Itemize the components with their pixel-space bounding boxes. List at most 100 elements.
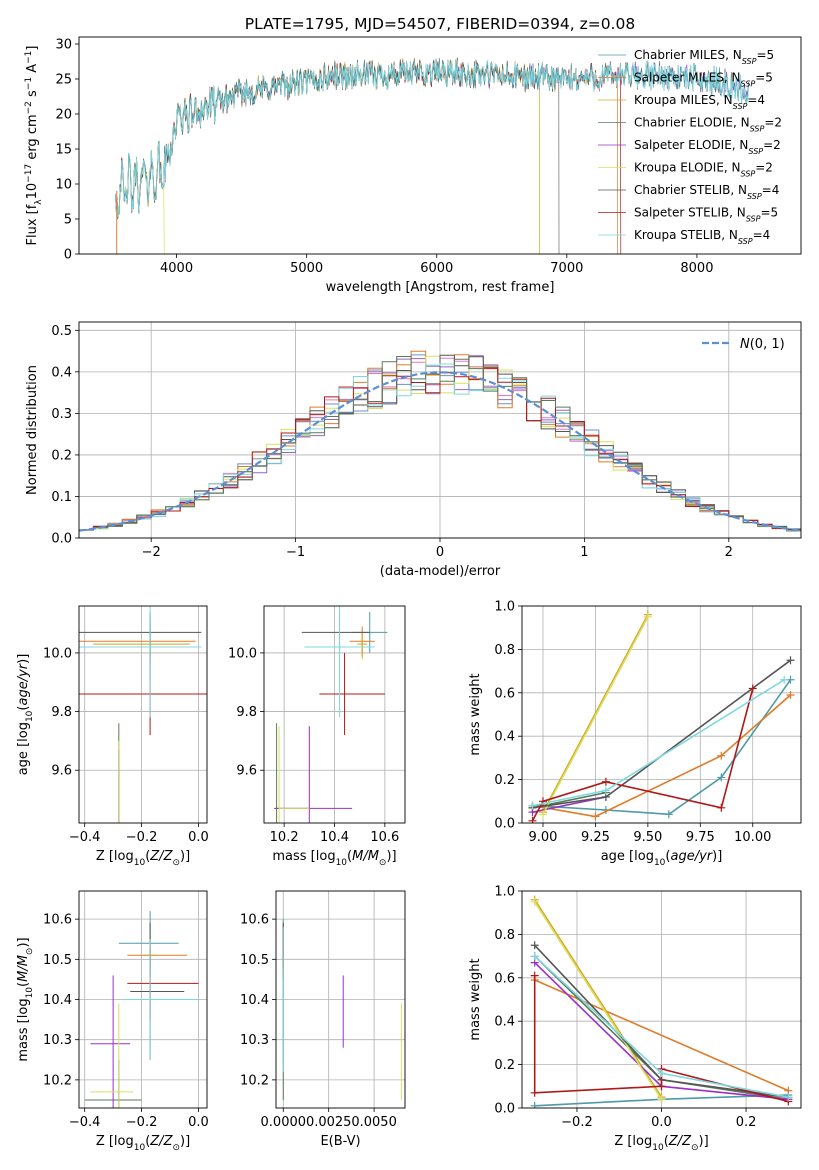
axes-frame xyxy=(275,890,406,1109)
y-tick-label: 15 xyxy=(55,143,72,158)
y-axis-label: mass [log10(M/M⊙)] xyxy=(16,937,35,1061)
plot-area xyxy=(115,57,749,254)
y-tick-label: 0.4 xyxy=(494,1015,515,1030)
axes-frame xyxy=(263,605,406,824)
y-tick-label: 0.4 xyxy=(494,730,515,745)
weight-series-line xyxy=(532,694,792,818)
x-tick-label: −0.4 xyxy=(69,1115,101,1130)
y-tick-label: 9.8 xyxy=(51,705,72,720)
y-tick-label: 0.3 xyxy=(51,407,72,422)
y-tick-label: 0.4 xyxy=(51,365,72,380)
y-tick-label: 0.6 xyxy=(494,686,515,701)
weight-point-marker xyxy=(530,941,539,950)
weight-point-marker xyxy=(530,897,539,906)
legend-label: Salpeter MILES, NSSP=5 xyxy=(634,71,773,89)
weight-point-marker xyxy=(657,1069,666,1078)
x-tick-label: 8000 xyxy=(680,261,713,276)
x-tick-label: 4000 xyxy=(160,261,193,276)
legend-label: Kroupa ELODIE, NSSP=2 xyxy=(634,161,773,179)
plot-area xyxy=(530,895,793,1108)
y-tick-label: 0.5 xyxy=(51,324,72,339)
weight-series-line xyxy=(534,901,663,1100)
weight-vs-metallicity-panel: −0.2 0.0 0.2 0.0 0.2 0.4 0.6 0.8 1.0 Z [log10(Z/Z… xyxy=(468,885,802,1153)
weight-point-marker xyxy=(664,810,673,819)
plot-area xyxy=(79,606,207,823)
y-tick-label: 10.0 xyxy=(228,646,257,661)
weight-point-marker xyxy=(643,612,652,621)
weight-point-marker xyxy=(748,684,757,693)
plot-area xyxy=(274,606,388,823)
y-tick-label: 10.5 xyxy=(240,953,269,968)
weight-point-marker xyxy=(717,751,726,760)
weight-point-marker xyxy=(657,1082,666,1091)
y-tick-label: 1.0 xyxy=(494,600,515,615)
spectrum-panel: 4000 5000 6000 7000 8000 0 5 10 15 20 25 30 Chabrier… xyxy=(24,36,802,295)
x-axis-label: Z [log10(Z/Z⊙)] xyxy=(614,1134,708,1153)
x-tick-label: 0.0025 xyxy=(306,1115,352,1130)
axes-frame xyxy=(78,321,802,539)
plot-area xyxy=(79,350,801,538)
y-tick-label: 0.0 xyxy=(494,1102,515,1117)
axes-frame xyxy=(78,36,802,255)
y-tick-label: 10.6 xyxy=(43,913,72,928)
weight-point-marker xyxy=(530,971,539,980)
weight-vs-age-panel: 9.00 9.25 9.50 9.75 10.00 0.0 0.2 0.4 0.6 0.8 1.0 a… xyxy=(468,600,802,868)
x-tick-label: 0.0050 xyxy=(351,1115,397,1130)
x-tick-label: −2 xyxy=(142,545,161,560)
x-axis-label: mass [log10(M/M⊙)] xyxy=(272,849,396,868)
x-tick-label: 6000 xyxy=(420,261,453,276)
legend-label: Salpeter STELIB, NSSP=5 xyxy=(634,206,778,224)
x-tick-label: 0.0000 xyxy=(261,1115,307,1130)
spectrum-series-line xyxy=(115,58,749,217)
legend-label: Chabrier STELIB, NSSP=4 xyxy=(634,183,779,201)
spectrum-series-line xyxy=(115,57,618,254)
y-tick-label: 1.0 xyxy=(494,885,515,900)
legend-label: N(0, 1) xyxy=(740,337,785,352)
weight-point-marker xyxy=(530,1088,539,1097)
weight-point-marker xyxy=(717,773,726,782)
x-tick-label: −0.4 xyxy=(69,830,101,845)
y-tick-label: 0.2 xyxy=(494,773,515,788)
x-tick-label: 10.4 xyxy=(320,830,349,845)
x-tick-label: 10.00 xyxy=(734,830,771,845)
weight-series-line xyxy=(542,616,649,815)
y-axis-label: Flux [fλ10−17 erg cm−2 s−1 A−1] xyxy=(24,46,44,246)
x-tick-label: −0.2 xyxy=(126,1115,158,1130)
x-tick-label: 9.75 xyxy=(686,830,715,845)
y-axis-label: mass weight xyxy=(468,673,483,755)
mass-vs-metallicity-panel: −0.4 −0.2 0.0 10.2 10.3 10.4 10.5 10.6 Z [log10(… xyxy=(16,890,209,1153)
y-tick-label: 0.6 xyxy=(494,971,515,986)
x-axis-label: Z [log10(Z/Z⊙)] xyxy=(96,1134,190,1153)
y-tick-label: 25 xyxy=(55,73,72,88)
x-axis-label: E(B-V) xyxy=(320,1134,360,1149)
y-tick-label: 9.6 xyxy=(51,764,72,779)
x-axis-label: wavelength [Angstrom, rest frame] xyxy=(326,280,555,295)
histogram-series xyxy=(79,356,801,538)
y-tick-label: 10.3 xyxy=(240,1033,269,1048)
weight-point-marker xyxy=(784,1093,793,1102)
weight-point-marker xyxy=(538,810,547,819)
residuals-panel: −2 −1 0 1 2 0.0 0.1 0.2 0.3 0.4 0.5 N(0, 1) (data-mo… xyxy=(25,321,802,579)
y-axis-label: age [log10(age/yr)] xyxy=(16,654,35,776)
age-vs-mass-panel: 10.2 10.4 10.6 9.6 9.8 10.0 mass [log10(M/M⊙)] xyxy=(228,605,406,868)
weight-point-marker xyxy=(717,803,726,812)
figure-title: PLATE=1795, MJD=54507, FIBERID=0394, z=0… xyxy=(245,15,635,33)
y-tick-label: 10.0 xyxy=(43,646,72,661)
y-tick-label: 0.2 xyxy=(494,1058,515,1073)
weight-point-marker xyxy=(657,1095,666,1104)
y-tick-label: 10.4 xyxy=(43,993,72,1008)
x-axis-label: age [log10(age/yr)] xyxy=(601,849,723,868)
weight-point-marker xyxy=(780,675,789,684)
weight-series-line xyxy=(534,899,663,1098)
legend-label: Chabrier MILES, NSSP=5 xyxy=(634,48,774,66)
y-tick-label: 10.3 xyxy=(43,1033,72,1048)
plot-area xyxy=(84,911,199,1108)
spectrum-series-line xyxy=(115,58,622,254)
x-tick-label: 9.00 xyxy=(529,830,558,845)
y-tick-label: 20 xyxy=(55,108,72,123)
y-tick-label: 0 xyxy=(64,248,72,263)
x-tick-label: 5000 xyxy=(290,261,323,276)
x-tick-label: 1 xyxy=(580,545,588,560)
weight-point-marker xyxy=(591,812,600,821)
